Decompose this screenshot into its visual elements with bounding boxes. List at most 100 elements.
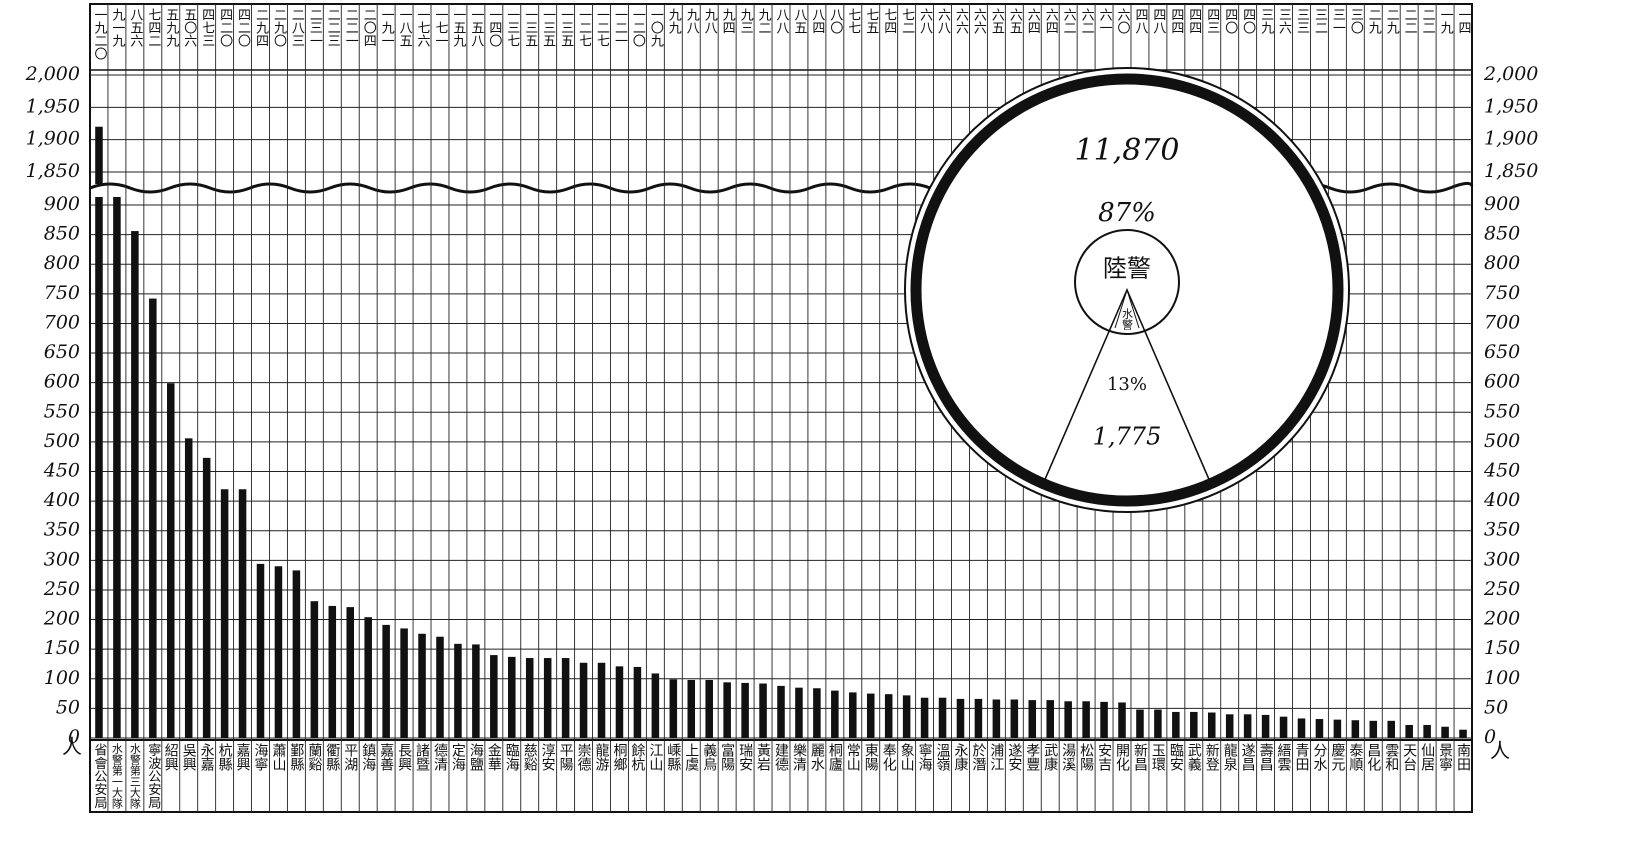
- x-tick-label: 南田: [1455, 743, 1471, 771]
- value-label: 四八: [1132, 8, 1148, 34]
- bar: [1064, 701, 1072, 738]
- bar: [1010, 699, 1019, 738]
- bar-upper: [95, 126, 103, 184]
- bar: [1118, 702, 1126, 738]
- x-tick-label: 臨海: [504, 743, 520, 771]
- pie-percent: 13%: [1107, 374, 1147, 395]
- x-tick-label: 安吉: [1096, 743, 1112, 771]
- value-label: 四八: [1150, 8, 1166, 34]
- x-tick-label: 義烏: [701, 742, 717, 771]
- bar: [95, 197, 103, 738]
- bar: [238, 489, 247, 738]
- value-label: 六五: [1007, 8, 1023, 34]
- value-label: 一九二〇: [91, 8, 107, 60]
- value-label: 一二〇: [630, 8, 646, 47]
- bar: [202, 457, 211, 738]
- value-label: 一四: [1456, 8, 1472, 34]
- value-label: 八四: [809, 8, 825, 34]
- value-label: 七五: [863, 8, 879, 34]
- x-tick-label: 蘭谿: [306, 743, 322, 771]
- x-tick-label: 嘉善: [378, 743, 394, 771]
- y-tick-label: 550: [44, 400, 80, 422]
- y-tick-label: 750: [44, 282, 80, 304]
- x-tick-label: 桐廬: [827, 743, 843, 771]
- value-label: 一九: [1438, 8, 1454, 35]
- x-tick-label: 平陽: [558, 743, 574, 771]
- value-label: 一三五: [540, 8, 556, 47]
- y-tick-label-right: 300: [1484, 548, 1520, 570]
- x-tick-label: 寧海: [917, 742, 933, 771]
- x-tick-label: 永康: [952, 743, 968, 771]
- bar: [454, 643, 462, 738]
- x-tick-label: 龍游: [594, 742, 610, 772]
- bar: [1154, 709, 1162, 738]
- x-tick-label: 湯溪: [1060, 742, 1076, 771]
- value-label: 二三一: [307, 8, 323, 47]
- y-tick-label: 150: [44, 637, 80, 659]
- value-label: 九九: [666, 8, 682, 35]
- bar: [113, 197, 121, 738]
- value-label: 九八: [684, 8, 700, 34]
- bar: [974, 698, 983, 738]
- value-label: 六八: [935, 8, 951, 34]
- border: [89, 3, 1473, 813]
- bar: [149, 298, 157, 738]
- value-label: 四二〇: [217, 8, 233, 47]
- y-tick-label: 1,850: [26, 160, 80, 182]
- x-tick-label: 金華: [486, 743, 502, 771]
- bar: [705, 679, 713, 738]
- bar: [561, 658, 570, 738]
- y-tick-label-right: 450: [1483, 460, 1520, 482]
- bar: [525, 658, 534, 738]
- value-label: 六一: [1097, 8, 1113, 34]
- value-label: 二九〇: [271, 8, 287, 47]
- value-label: 一九一: [379, 8, 395, 47]
- bar: [795, 687, 803, 738]
- value-label: 四二〇: [235, 8, 251, 47]
- value-label: 一二七: [594, 8, 610, 47]
- y-tick-label-right: 100: [1484, 667, 1520, 689]
- x-tick-label: 遂安: [1006, 743, 1022, 771]
- value-label: 六八: [917, 8, 933, 34]
- bar: [436, 636, 444, 738]
- value-label: 三二: [1312, 8, 1328, 34]
- x-tick-label: 崇德: [576, 743, 592, 771]
- bar: [723, 682, 731, 738]
- x-tick-label: 寧波公安局: [145, 742, 161, 810]
- bar: [1423, 724, 1431, 738]
- x-tick-label: 常山: [845, 743, 861, 771]
- value-label: 四四: [1168, 8, 1183, 34]
- value-label: 一三五: [558, 8, 574, 47]
- x-tick-label: 象山: [899, 743, 915, 771]
- unit-label-right: 人: [1490, 739, 1510, 763]
- y-tick-label: 600: [44, 371, 80, 393]
- x-tick-label: 德清: [432, 743, 448, 771]
- x-tick-label: 鄞縣: [288, 743, 304, 771]
- value-label: 六六: [971, 8, 987, 34]
- x-tick-label: 雲和: [1383, 743, 1399, 771]
- value-label: 三〇: [1348, 8, 1364, 34]
- value-label: 一五九: [450, 8, 466, 48]
- x-tick-label: 新昌: [1132, 743, 1148, 771]
- x-tick-label: 永嘉: [199, 743, 215, 771]
- value-label: 四〇: [1240, 8, 1256, 34]
- x-tick-label: 青田: [1293, 743, 1309, 771]
- value-label: 三九: [1258, 8, 1274, 35]
- y-tick-label-right: 500: [1484, 430, 1520, 452]
- value-label: 四四: [1186, 8, 1201, 34]
- unit-label: 人: [62, 735, 82, 759]
- x-tick-label: 孝豐: [1024, 743, 1040, 771]
- bar: [220, 489, 229, 738]
- bar: [1207, 712, 1216, 738]
- value-label: 二二一: [343, 8, 359, 47]
- bar: [884, 694, 893, 738]
- y-tick-label: 300: [44, 548, 80, 570]
- bar: [1225, 714, 1234, 738]
- bar: [777, 685, 785, 738]
- value-label: 二八三: [289, 8, 305, 47]
- x-tick-label: 富陽: [719, 742, 735, 771]
- value-label: 七七: [845, 8, 861, 34]
- value-label: 七四二: [145, 8, 161, 47]
- bar: [274, 566, 283, 738]
